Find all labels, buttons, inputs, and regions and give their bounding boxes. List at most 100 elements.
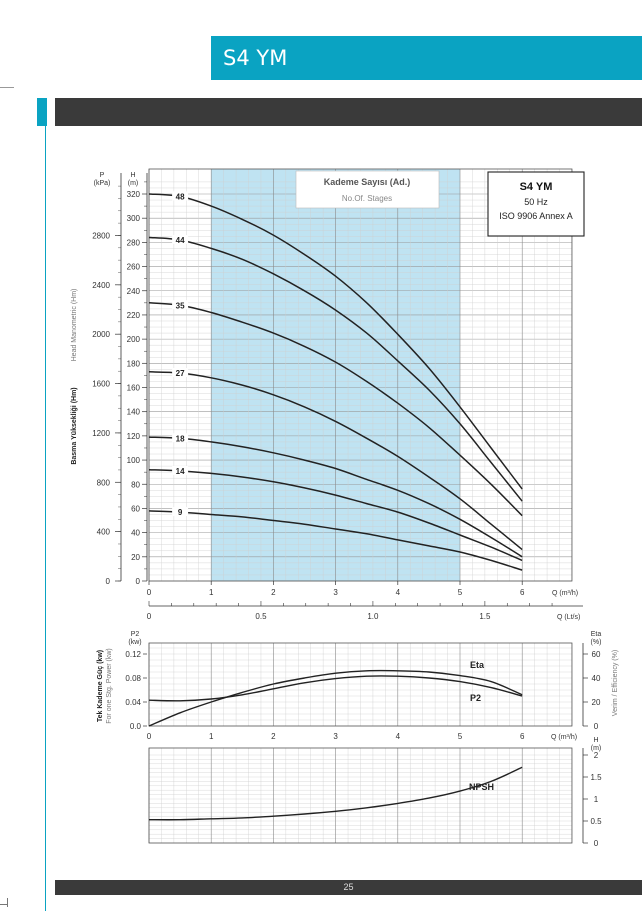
stage-label-bg: [172, 234, 189, 244]
curve-p2: [148, 675, 523, 702]
npsh-tick-label: 0.5: [590, 817, 602, 826]
stage-label-bg: [172, 191, 189, 201]
p2-axis-unit: P2: [131, 631, 140, 638]
y-axis-title-en: Head Manometric (Hm): [71, 289, 78, 362]
h-tick-label: 240: [127, 287, 141, 296]
kpa-tick-label: 0: [106, 577, 111, 586]
stages-legend-title: Kademe Sayısı (Ad.): [324, 177, 411, 187]
head-curve-14: [148, 468, 523, 562]
kpa-axis-unit: (kPa): [94, 180, 111, 187]
head-curve-44: [148, 236, 523, 502]
q-tick-label: 1: [209, 588, 214, 597]
series-label-npsh: NPSH: [469, 782, 494, 792]
head-curve-9: [148, 510, 523, 571]
h-tick-label: 280: [127, 238, 141, 247]
footer-bar: 25: [55, 880, 642, 895]
kpa-tick-label: 800: [97, 478, 111, 487]
npsh-tick-label: 2: [594, 751, 599, 760]
h-tick-label: 220: [127, 311, 141, 320]
model-standard: ISO 9906 Annex A: [499, 211, 573, 221]
stages-legend-box: [295, 170, 440, 209]
kpa-tick-label: 1600: [92, 380, 110, 389]
qls-axis-unit: Q (Lt/s): [557, 614, 580, 621]
curve-npsh: [148, 766, 523, 821]
eta-axis-unit: (%): [591, 639, 602, 646]
h-tick-label: 100: [127, 456, 141, 465]
eta-tick-label: 60: [592, 650, 601, 659]
curve-eta: [148, 669, 523, 727]
h-tick-label: 120: [127, 432, 141, 441]
kpa-tick-label: 2000: [92, 330, 110, 339]
stage-label-27: 27: [176, 369, 185, 378]
npsh-tick-label: 1: [594, 795, 599, 804]
h-tick-label: 20: [131, 553, 140, 562]
model-info-box: [487, 171, 585, 237]
h-tick-label: 80: [131, 480, 140, 489]
p2-axis-title-tr: Tek Kademe Güç (kw): [97, 650, 104, 722]
power-plot-frame: [148, 642, 573, 727]
margin-mark: [0, 87, 14, 88]
h-tick-label: 260: [127, 263, 141, 272]
page-title: S4 YM: [211, 36, 642, 80]
h-axis-unit: H: [130, 172, 135, 179]
q-tick-label: 5: [458, 588, 463, 597]
kpa-tick-label: 2400: [92, 281, 110, 290]
crop-mark: [0, 904, 8, 905]
p2-axis-title-en: For one Stg. Power (kw): [106, 648, 113, 723]
eta-axis-unit: Eta: [591, 631, 602, 638]
left-accent-tab: [37, 98, 47, 126]
stage-label-bg: [172, 300, 189, 310]
q-tick-label: 6: [520, 732, 525, 741]
kpa-axis-unit: P: [100, 172, 105, 179]
p2-tick-label: 0.0: [130, 722, 142, 731]
head-curve-35: [148, 302, 523, 517]
stage-label-bg: [172, 465, 189, 475]
head-curve-48: [148, 193, 523, 490]
stages-legend-subtitle: No.Of. Stages: [342, 194, 392, 203]
h-tick-label: 140: [127, 408, 141, 417]
q-tick-label: 1: [209, 732, 214, 741]
p2-axis-unit: (kw): [128, 639, 141, 646]
q-tick-label: 0: [147, 588, 152, 597]
q-tick-label: 4: [396, 588, 401, 597]
kpa-tick-label: 1200: [92, 429, 110, 438]
h-tick-label: 60: [131, 504, 140, 513]
h-tick-label: 320: [127, 190, 141, 199]
stage-label-bg: [172, 367, 189, 377]
stage-label-18: 18: [176, 434, 185, 443]
series-label-p2: P2: [470, 693, 481, 703]
y-axis-title-tr: Basma Yüksekliği (Hm): [71, 387, 78, 464]
stage-label-bg: [172, 433, 189, 443]
qls-tick-label: 1.5: [479, 612, 491, 621]
qls-tick-label: 1.0: [367, 612, 379, 621]
p2-tick-label: 0.08: [125, 674, 141, 683]
q-tick-label: 3: [333, 588, 338, 597]
stage-label-44: 44: [176, 236, 185, 245]
h-tick-label: 0: [136, 577, 141, 586]
h-axis-unit: (m): [128, 180, 139, 187]
q-tick-label: 4: [396, 732, 401, 741]
q-tick-label: 0: [147, 732, 152, 741]
npsh-axis-unit: H: [593, 737, 598, 744]
eta-tick-label: 20: [592, 698, 601, 707]
left-accent-rule: [45, 98, 46, 911]
series-label-eta: Eta: [470, 660, 485, 670]
stage-label-bg: [172, 507, 189, 517]
eta-axis-title: Verim / Efficiency (%): [612, 650, 619, 716]
q-axis-unit: Q (m³/h): [551, 734, 577, 741]
q-tick-label: 2: [271, 732, 276, 741]
head-curve-27: [148, 371, 523, 551]
npsh-axis-unit: (m): [591, 745, 602, 752]
qls-tick-label: 0: [147, 612, 152, 621]
page-number: 25: [343, 882, 354, 892]
q-tick-label: 5: [458, 732, 463, 741]
h-tick-label: 200: [127, 335, 141, 344]
h-tick-label: 180: [127, 359, 141, 368]
q-tick-label: 6: [520, 588, 525, 597]
eta-tick-label: 0: [594, 722, 599, 731]
p2-tick-label: 0.12: [125, 650, 141, 659]
npsh-tick-label: 1.5: [590, 773, 602, 782]
h-tick-label: 40: [131, 529, 140, 538]
stage-label-14: 14: [176, 467, 185, 476]
stage-label-48: 48: [176, 192, 185, 201]
